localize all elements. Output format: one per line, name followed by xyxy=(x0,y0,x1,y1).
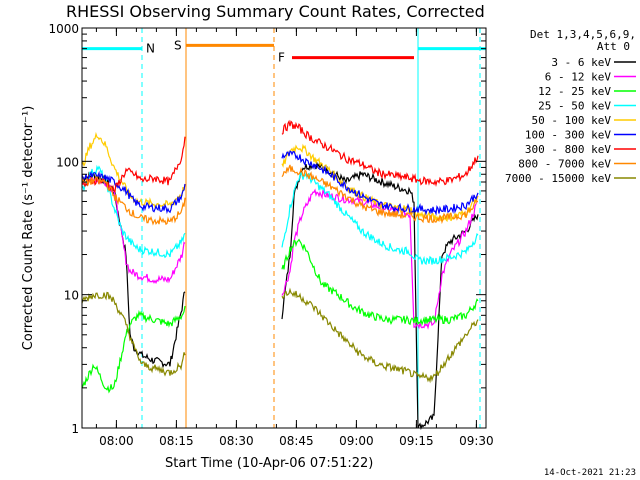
legend-label-3: 12 - 25 keV xyxy=(538,85,611,98)
y-tick-label-2: 10 xyxy=(64,289,79,303)
series-line-6 xyxy=(81,150,479,216)
y-axis-label: Corrected Count Rate (s⁻¹ detector⁻¹) xyxy=(21,106,36,351)
x-tick-label-5: 09:00 xyxy=(339,434,374,448)
series-line-3 xyxy=(81,238,479,394)
flag-label-n-1: N xyxy=(146,42,155,56)
legend: Det 1,3,4,5,6,9, Att 0 3 - 6 keV 6 - 12 k… xyxy=(505,28,636,185)
footer-timestamp: 14-Oct-2021 21:23 xyxy=(544,468,636,478)
plot-frame xyxy=(81,27,487,429)
x-tick-label-4: 08:45 xyxy=(279,434,314,448)
plot-area: N SF xyxy=(81,28,486,431)
flags-layer: N SF xyxy=(82,28,486,428)
legend-label-7: 300 - 800 keV xyxy=(525,143,611,156)
x-axis-label: Start Time (10-Apr-06 07:51:22) xyxy=(165,456,373,471)
legend-label-6: 100 - 300 keV xyxy=(525,129,611,142)
legend-label-1: 3 - 6 keV xyxy=(551,56,611,69)
chart-title: RHESSI Observing Summary Count Rates, Co… xyxy=(66,2,485,21)
legend-label-4: 25 - 50 keV xyxy=(538,100,611,113)
x-tick-label-3: 08:30 xyxy=(219,434,254,448)
y-tick-label-3: 100 xyxy=(56,155,79,169)
series-line-9 xyxy=(81,287,479,384)
legend-header-line-1: Det 1,3,4,5,6,9, xyxy=(530,28,636,41)
legend-label-5: 50 - 100 keV xyxy=(532,114,612,127)
series-layer xyxy=(81,119,479,431)
x-tick-label-2: 08:15 xyxy=(159,434,194,448)
y-tick-label-4: 1000 xyxy=(48,22,79,36)
series-line-8 xyxy=(81,164,479,226)
legend-label-8: 800 - 7000 keV xyxy=(518,158,611,171)
flag-label-s-3: S xyxy=(174,38,182,52)
series-line-4 xyxy=(81,164,479,266)
y-tick-label-1: 1 xyxy=(71,422,79,436)
flag-label-f-4: F xyxy=(278,51,285,65)
x-tick-label-1: 08:00 xyxy=(99,434,134,448)
x-tick-label-6: 09:15 xyxy=(399,434,434,448)
legend-label-9: 7000 - 15000 keV xyxy=(505,172,611,185)
x-tick-label-7: 09:30 xyxy=(459,434,494,448)
legend-header-line-2: Att 0 xyxy=(597,40,630,53)
axis-layer: 08:00 08:15 08:30 08:45 09:00 09:15 09:30 1 10 10… xyxy=(48,22,493,448)
legend-label-2: 6 - 12 keV xyxy=(545,71,612,84)
